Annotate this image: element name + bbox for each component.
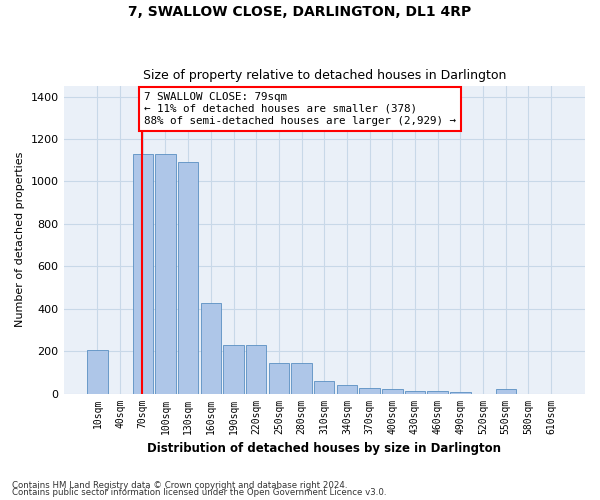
Y-axis label: Number of detached properties: Number of detached properties (15, 152, 25, 328)
Bar (496, 390, 516, 394)
Bar (223, 345, 244, 394)
Bar (246, 345, 266, 394)
Bar (382, 390, 403, 394)
Bar (133, 154, 153, 394)
Bar (314, 381, 334, 394)
Text: Contains HM Land Registry data © Crown copyright and database right 2024.: Contains HM Land Registry data © Crown c… (12, 480, 347, 490)
Text: 7 SWALLOW CLOSE: 79sqm
← 11% of detached houses are smaller (378)
88% of semi-de: 7 SWALLOW CLOSE: 79sqm ← 11% of detached… (144, 92, 456, 126)
Bar (359, 388, 380, 394)
Bar (200, 304, 221, 394)
Bar (450, 392, 470, 394)
Text: Contains public sector information licensed under the Open Government Licence v3: Contains public sector information licen… (12, 488, 386, 497)
Bar (178, 162, 199, 394)
Bar (269, 363, 289, 394)
Text: 7, SWALLOW CLOSE, DARLINGTON, DL1 4RP: 7, SWALLOW CLOSE, DARLINGTON, DL1 4RP (128, 5, 472, 19)
Bar (405, 391, 425, 394)
Bar (337, 386, 357, 394)
Bar (155, 154, 176, 394)
X-axis label: Distribution of detached houses by size in Darlington: Distribution of detached houses by size … (147, 442, 501, 455)
Bar (292, 363, 312, 394)
Title: Size of property relative to detached houses in Darlington: Size of property relative to detached ho… (143, 69, 506, 82)
Bar (427, 391, 448, 394)
Bar (87, 350, 107, 394)
